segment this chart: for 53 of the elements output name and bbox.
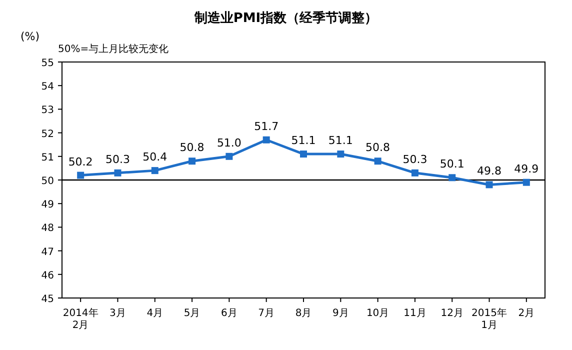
x-tick-label: 6月 xyxy=(221,308,238,319)
data-label: 50.2 xyxy=(68,155,93,168)
point xyxy=(300,150,307,158)
x-tick-label: 12月 xyxy=(440,308,464,319)
data-label: 51.0 xyxy=(216,136,242,150)
data-label: 50.3 xyxy=(105,152,130,166)
x-tick-label: 2015年 1月 xyxy=(472,307,507,331)
x-tick-label: 5月 xyxy=(184,308,200,319)
y-tick-label: 50 xyxy=(41,176,54,187)
point xyxy=(262,136,270,144)
point xyxy=(151,167,158,174)
y-tick-label: 45 xyxy=(41,294,54,305)
y-tick-label: 47 xyxy=(41,246,54,258)
x-tick-label: 11月 xyxy=(404,308,426,319)
point xyxy=(114,169,122,176)
data-label: 49.8 xyxy=(477,164,502,178)
point xyxy=(448,174,456,182)
y-tick-label: 46 xyxy=(41,270,54,282)
y-tick-label: 51 xyxy=(41,152,54,164)
y-tick-label: 54 xyxy=(41,82,54,93)
data-label: 51.7 xyxy=(254,120,279,133)
x-tick-label: 7月 xyxy=(258,308,275,319)
x-tick-label: 8月 xyxy=(295,308,312,319)
y-tick-label: 53 xyxy=(41,105,54,116)
point xyxy=(522,178,530,186)
chart-title: 制造业PMI指数（经季节调整） xyxy=(193,10,378,26)
point xyxy=(411,169,418,176)
data-label: 49.9 xyxy=(514,162,539,176)
data-label: 50.8 xyxy=(366,141,390,154)
x-tick-label: 9月 xyxy=(332,308,349,319)
x-tick-label: 4月 xyxy=(146,308,164,319)
x-tick-label: 2014年 2月 xyxy=(62,307,98,331)
x-tick-label: 2月 xyxy=(518,308,535,319)
data-label: 50.8 xyxy=(180,141,204,154)
y-tick-label: 48 xyxy=(41,223,54,234)
data-label: 50.1 xyxy=(440,158,464,171)
x-tick-label: 3月 xyxy=(110,308,126,319)
point xyxy=(374,158,382,165)
y-tick-label: 55 xyxy=(41,58,54,69)
x-tick-label: 10月 xyxy=(366,308,390,319)
y-tick-label: 52 xyxy=(41,128,54,140)
y-axis-title: (%) xyxy=(20,30,40,43)
point xyxy=(188,158,196,165)
data-label: 51.1 xyxy=(291,134,316,148)
point xyxy=(226,152,233,160)
point xyxy=(77,172,84,179)
point xyxy=(486,181,493,188)
data-label: 50.4 xyxy=(142,150,168,164)
y-tick-label: 49 xyxy=(41,200,54,211)
data-label: 51.1 xyxy=(328,134,353,148)
data-label: 50.3 xyxy=(402,152,428,166)
point xyxy=(337,150,344,158)
text: 50%=与上月比较无变化 xyxy=(58,43,169,55)
